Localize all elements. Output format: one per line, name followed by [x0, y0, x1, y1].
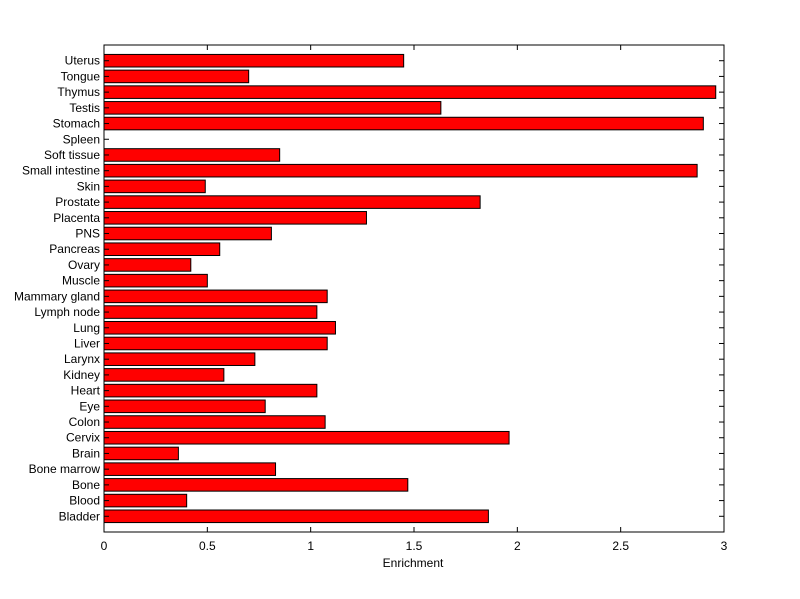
category-label: Thymus [57, 85, 100, 99]
category-label: Placenta [53, 211, 100, 225]
bar-larynx [103, 352, 256, 366]
x-tick-label: 1 [307, 539, 314, 553]
bar-ovary [103, 258, 192, 272]
category-label: PNS [75, 227, 100, 241]
bar-cervix [103, 430, 510, 445]
category-label: Ovary [68, 258, 100, 272]
bar-lung [103, 320, 336, 335]
category-label: Prostate [55, 195, 100, 209]
category-label: Lymph node [34, 305, 100, 319]
category-label: Blood [69, 494, 100, 508]
bar-lymph-node [103, 305, 318, 319]
bar-skin [103, 179, 206, 194]
bar-thymus [103, 85, 717, 99]
bars [103, 53, 717, 524]
category-label: Pancreas [49, 242, 100, 256]
category-label: Brain [72, 446, 100, 460]
x-tick-label: 0.5 [199, 539, 216, 553]
bar-small-intestine [103, 163, 698, 178]
category-label: Spleen [63, 132, 100, 146]
category-label: Kidney [63, 368, 100, 382]
bar-testis [103, 101, 442, 115]
bar-heart [103, 383, 318, 398]
plot-area [103, 44, 725, 533]
bar-liver [103, 336, 328, 351]
category-label: Heart [71, 384, 101, 398]
bar-muscle [103, 273, 208, 288]
bar-pns [103, 226, 272, 241]
x-tick-label: 0 [101, 539, 108, 553]
x-tick-label: 2 [514, 539, 521, 553]
bar-stomach [103, 116, 704, 131]
bar-colon [103, 415, 326, 429]
category-label: Eye [79, 399, 100, 413]
category-label: Small intestine [22, 164, 100, 178]
category-label: Larynx [64, 352, 100, 366]
bar-placenta [103, 211, 367, 225]
bar-uterus [103, 53, 405, 68]
bar-pancreas [103, 242, 221, 257]
x-axis-label: Enrichment [383, 556, 444, 570]
category-label: Liver [74, 336, 100, 350]
bar-blood [103, 493, 188, 508]
category-label: Muscle [62, 274, 100, 288]
category-label: Mammary gland [14, 289, 100, 303]
category-label: Colon [69, 415, 100, 429]
bar-bladder [103, 509, 489, 524]
category-label: Skin [77, 179, 100, 193]
x-tick-label: 2.5 [612, 539, 629, 553]
bar-eye [103, 399, 266, 414]
bar-soft-tissue [103, 148, 281, 162]
category-label: Uterus [65, 54, 100, 68]
category-label: Bladder [59, 509, 100, 523]
category-label: Lung [73, 321, 100, 335]
x-tick-label: 3 [721, 539, 728, 553]
bar-tongue [103, 69, 250, 84]
category-label: Bone [72, 478, 100, 492]
bar-bone [103, 478, 409, 492]
category-label: Stomach [53, 117, 100, 131]
bar-mammary-gland [103, 289, 328, 304]
category-label: Cervix [66, 431, 100, 445]
bar-prostate [103, 195, 481, 209]
bar-brain [103, 446, 179, 461]
x-tick-label: 1.5 [406, 539, 423, 553]
bar-bone-marrow [103, 462, 277, 476]
category-label: Bone marrow [29, 462, 101, 476]
bar-kidney [103, 368, 225, 382]
category-label: Tongue [61, 69, 101, 83]
category-label: Soft tissue [44, 148, 100, 162]
category-label: Testis [69, 101, 100, 115]
